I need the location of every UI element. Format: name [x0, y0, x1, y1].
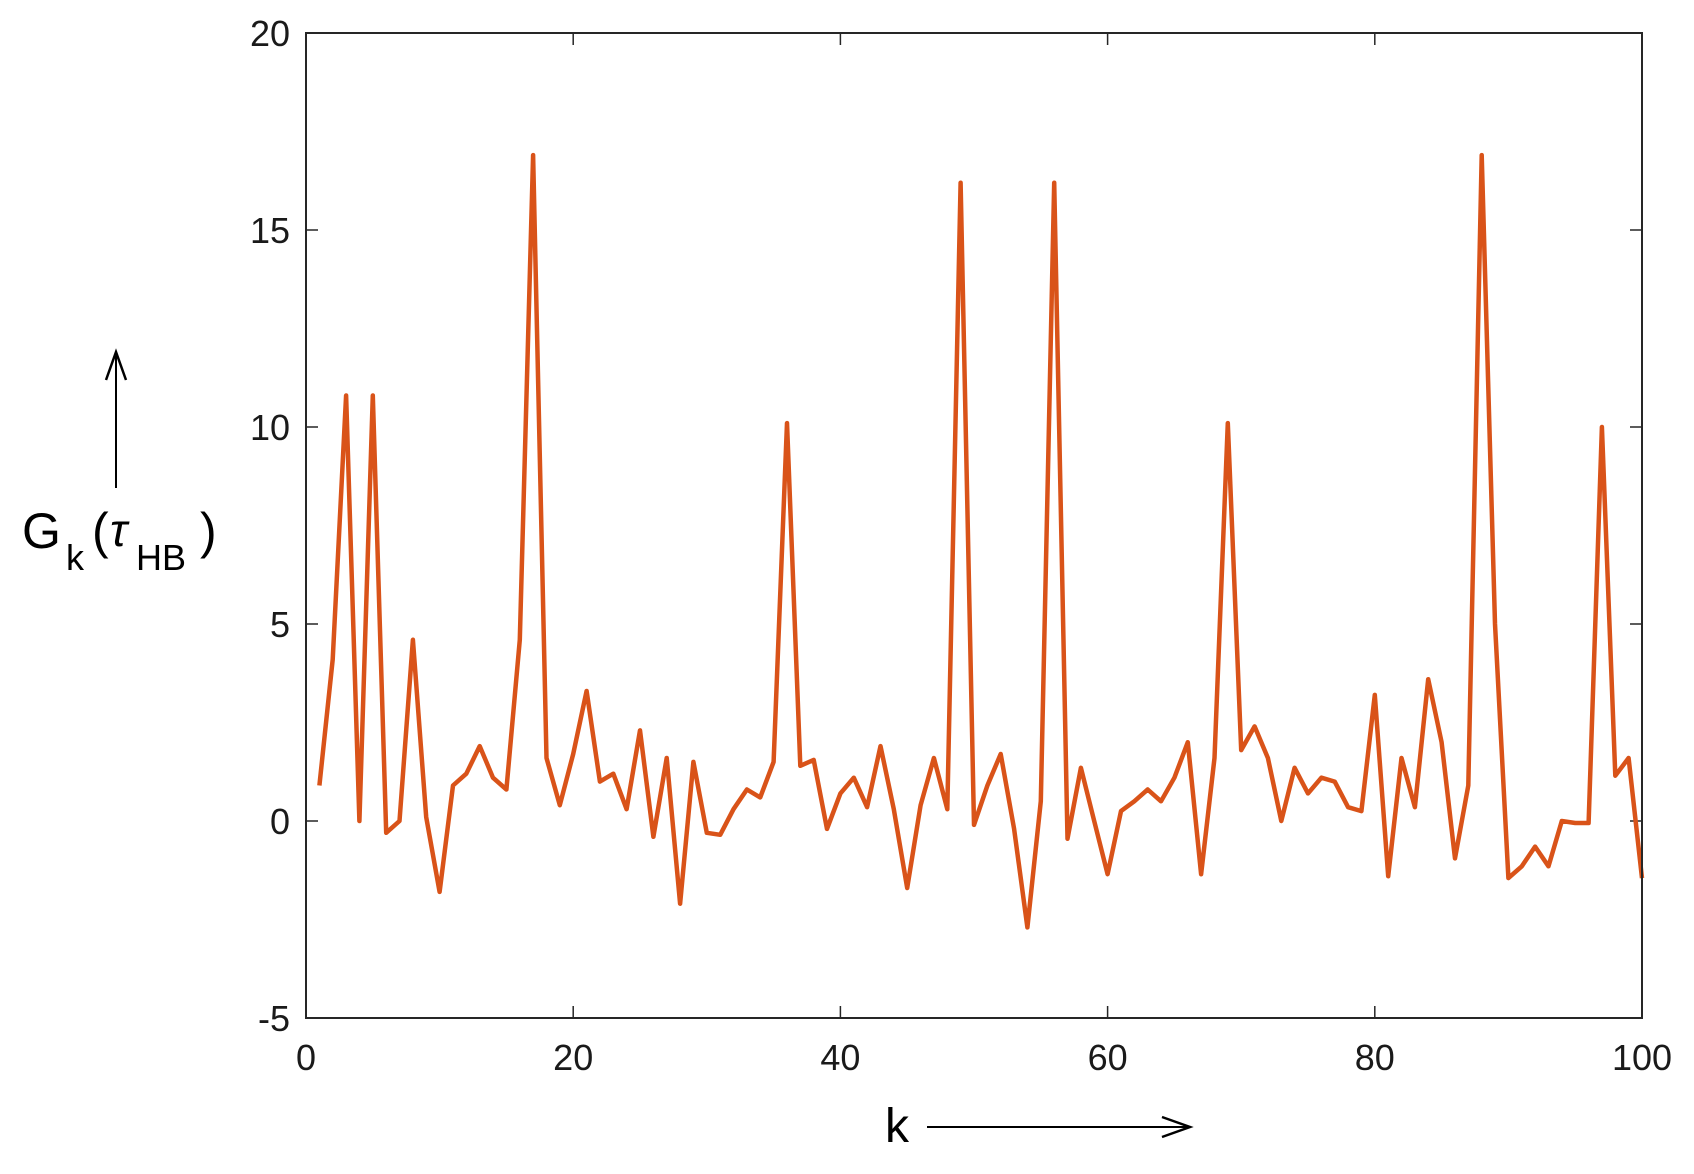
- series-layer: [317, 152, 1645, 930]
- x-tick-label: 0: [296, 1037, 316, 1078]
- y-axis-label: G k ( τ HB ): [22, 503, 217, 578]
- x-axis-arrow-icon: [927, 1115, 1194, 1139]
- svg-text:(: (: [92, 503, 109, 559]
- x-tick-label: 60: [1088, 1037, 1128, 1078]
- y-tick-label: 5: [270, 604, 290, 645]
- y-tick-label: 20: [250, 13, 290, 54]
- y-tick-label: 15: [250, 210, 290, 251]
- x-tick-label: 80: [1355, 1037, 1395, 1078]
- axis-ticks: [305, 32, 1643, 1019]
- x-tick-label: 20: [553, 1037, 593, 1078]
- series-line: [317, 152, 1645, 930]
- y-axis-arrow-icon: [104, 348, 128, 488]
- svg-text:G: G: [22, 503, 61, 559]
- svg-text:τ: τ: [110, 504, 130, 556]
- svg-text:): ): [200, 503, 217, 559]
- x-tick-label: 100: [1612, 1037, 1672, 1078]
- y-tick-label: 10: [250, 407, 290, 448]
- svg-text:HB: HB: [136, 537, 186, 578]
- y-tick-label: -5: [258, 998, 290, 1039]
- x-axis-label: k: [885, 1100, 910, 1153]
- svg-text:k: k: [66, 537, 85, 578]
- y-tick-label: 0: [270, 801, 290, 842]
- x-tick-label: 40: [820, 1037, 860, 1078]
- plot-frame: [305, 32, 1643, 1019]
